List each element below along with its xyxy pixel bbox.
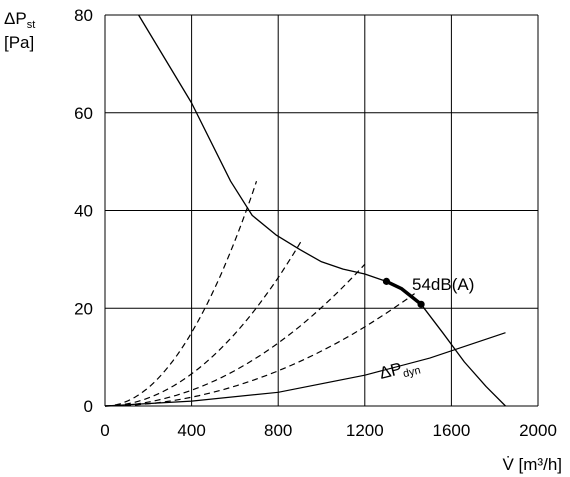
system-curve [104,293,415,407]
x-tick-label: 1600 [432,421,470,440]
x-tick-label: 0 [100,421,109,440]
y-tick-label: 40 [74,202,93,221]
x-tick-label: 400 [177,421,205,440]
y-tick-label: 80 [74,6,93,25]
system-curve [104,181,258,407]
y-axis-unit: [Pa] [4,33,34,52]
operating-point [417,300,425,308]
tick-labels: 0 400 800 1200 1600 2000 0 20 40 60 80 [74,6,557,440]
fan-curve [138,14,506,407]
dynamic-pressure-label: ΔPdyn [377,355,422,386]
dynamic-pressure-curve [104,332,506,407]
system-curve [104,263,366,407]
noise-level-annotation: 54dB(A) [412,275,474,294]
operating-range [384,279,423,307]
system-curve [104,239,303,407]
y-tick-label: 0 [84,397,93,416]
y-axis-label: ΔPst [4,9,35,31]
x-axis-label: V̇ [m³/h] [502,455,562,474]
x-tick-label: 1200 [346,421,384,440]
y-tick-label: 60 [74,104,93,123]
curves [104,14,506,407]
grid [104,14,539,407]
y-tick-label: 20 [74,299,93,318]
x-tick-label: 800 [264,421,292,440]
operating-point [382,277,391,285]
x-tick-label: 2000 [519,421,557,440]
